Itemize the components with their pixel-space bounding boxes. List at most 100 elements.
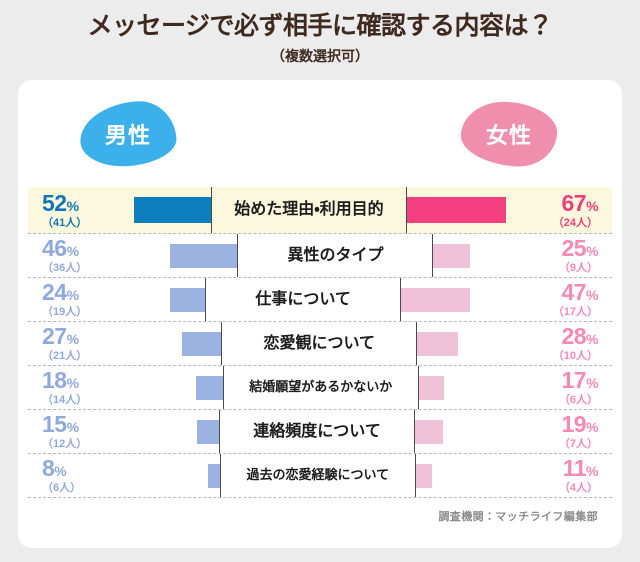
chart-row: 46% （36人） 異性のタイプ 25% （9人） — [28, 234, 612, 278]
male-percent: 8% — [42, 455, 67, 481]
chart-rows: 52% （41人） 始めた理由・利用目的 67% （24人） 46% （36人） — [28, 187, 612, 498]
male-count: （41人） — [42, 216, 88, 229]
female-count: （10人） — [552, 350, 598, 362]
male-percent: 15% — [42, 411, 79, 437]
male-count: （12人） — [42, 438, 88, 450]
female-value-cell: 19% （7人） — [522, 410, 612, 453]
male-bar — [197, 419, 220, 444]
female-count: （17人） — [552, 306, 598, 318]
female-percent: 17% — [561, 367, 599, 393]
female-percent: 47% — [561, 279, 598, 305]
male-value-cell: 46% （36人） — [28, 234, 118, 277]
row-label-cell: 連絡頻度について — [220, 410, 414, 453]
row-label-cell: 始めた理由・利用目的 — [212, 187, 406, 233]
female-bar — [433, 243, 471, 268]
row-label: 過去の恋愛経験について — [246, 467, 390, 483]
male-bar-track — [118, 366, 224, 409]
female-percent: 11% — [562, 455, 599, 481]
row-label: 異性のタイプ — [287, 246, 384, 264]
legend-male-label: 男性 — [104, 123, 152, 149]
male-bar — [134, 197, 211, 223]
female-bar — [406, 197, 506, 223]
male-bar-track — [118, 322, 223, 365]
legend-female-label: 女性 — [485, 122, 532, 148]
row-label: 恋愛観について — [263, 334, 376, 352]
female-value-cell: 11% （4人） — [522, 454, 612, 497]
chart-row: 52% （41人） 始めた理由・利用目的 67% （24人） — [28, 187, 612, 234]
male-value-cell: 8% （6人） — [28, 454, 118, 497]
male-percent: 24% — [42, 279, 79, 305]
male-value-cell: 27% （21人） — [28, 322, 118, 365]
female-count: （9人） — [558, 262, 599, 274]
male-count: （21人） — [42, 350, 88, 362]
row-label-cell: 仕事について — [206, 278, 400, 321]
male-bar — [208, 463, 220, 488]
male-bar — [181, 331, 222, 356]
row-label: 結婚願望があるかないか — [249, 379, 393, 395]
row-label-cell: 結婚願望があるかないか — [224, 366, 418, 409]
source-note: 調査機関：マッチライフ編集部 — [438, 511, 598, 523]
male-count: （19人） — [42, 306, 88, 318]
male-count: （6人） — [42, 482, 82, 494]
female-bar — [418, 375, 444, 400]
female-bar — [417, 331, 459, 356]
female-percent: 28% — [561, 323, 598, 349]
female-value-cell: 47% （17人） — [522, 278, 612, 321]
female-percent: 67% — [561, 189, 599, 216]
male-value-cell: 52% （41人） — [28, 187, 118, 233]
female-bar-track — [405, 187, 522, 233]
row-label: 仕事について — [255, 290, 351, 308]
male-count: （36人） — [42, 262, 88, 274]
male-bar-track — [118, 278, 207, 321]
chart-row: 15% （12人） 連絡頻度について 19% （7人） — [28, 410, 612, 454]
female-bar-track — [417, 366, 522, 409]
row-label-cell: 恋愛観について — [222, 322, 416, 365]
female-count: （4人） — [558, 482, 598, 494]
male-bar-track — [118, 234, 239, 277]
female-percent: 25% — [561, 235, 599, 261]
male-bar-track — [118, 187, 212, 233]
female-value-cell: 28% （10人） — [522, 322, 612, 365]
title-block: メッセージで必ず相手に確認する内容は？ （複数選択可） — [0, 0, 640, 66]
female-bar-track — [414, 410, 522, 453]
legend-female-blob: 女性 — [459, 99, 559, 169]
female-bar — [401, 287, 471, 312]
female-bar-track — [414, 454, 522, 497]
female-bar-track — [416, 322, 522, 365]
legend-male-blob: 男性 — [77, 98, 179, 170]
female-bar — [415, 419, 444, 444]
female-percent: 19% — [561, 411, 599, 437]
male-bar-track — [118, 410, 221, 453]
female-count: （7人） — [558, 438, 599, 450]
chart-row: 8% （6人） 過去の恋愛経験について 11% （4人） — [28, 454, 612, 498]
female-value-cell: 67% （24人） — [522, 187, 612, 233]
female-count: （6人） — [558, 394, 599, 406]
female-bar-track — [432, 234, 522, 277]
male-percent: 27% — [42, 323, 79, 349]
male-bar — [196, 375, 223, 400]
female-bar — [415, 463, 432, 488]
male-bar — [169, 243, 238, 268]
male-count: （14人） — [42, 394, 88, 406]
row-label-cell: 異性のタイプ — [238, 234, 432, 277]
male-value-cell: 24% （19人） — [28, 278, 118, 321]
female-value-cell: 17% （6人） — [522, 366, 612, 409]
male-percent: 18% — [42, 367, 79, 393]
male-bar — [169, 287, 206, 312]
male-value-cell: 15% （12人） — [28, 410, 118, 453]
page-title: メッセージで必ず相手に確認する内容は？ — [87, 12, 553, 40]
male-percent: 46% — [42, 235, 79, 261]
female-bar-track — [400, 278, 522, 321]
male-value-cell: 18% （14人） — [28, 366, 118, 409]
chart-row: 24% （19人） 仕事について 47% （17人） — [28, 278, 612, 322]
chart-card: 男性 女性 52% （41人） 始めた理由・利用目的 67% （24人） — [18, 80, 622, 548]
row-label-cell: 過去の恋愛経験について — [221, 454, 415, 497]
chart-row: 27% （21人） 恋愛観について 28% （10人） — [28, 322, 612, 366]
male-bar-track — [118, 454, 221, 497]
female-count: （24人） — [552, 216, 599, 229]
female-value-cell: 25% （9人） — [522, 234, 612, 277]
male-percent: 52% — [42, 189, 79, 216]
chart-row: 18% （14人） 結婚願望があるかないか 17% （6人） — [28, 366, 612, 410]
row-label: 始めた理由・利用目的 — [234, 201, 384, 219]
row-label: 連絡頻度について — [253, 422, 381, 440]
